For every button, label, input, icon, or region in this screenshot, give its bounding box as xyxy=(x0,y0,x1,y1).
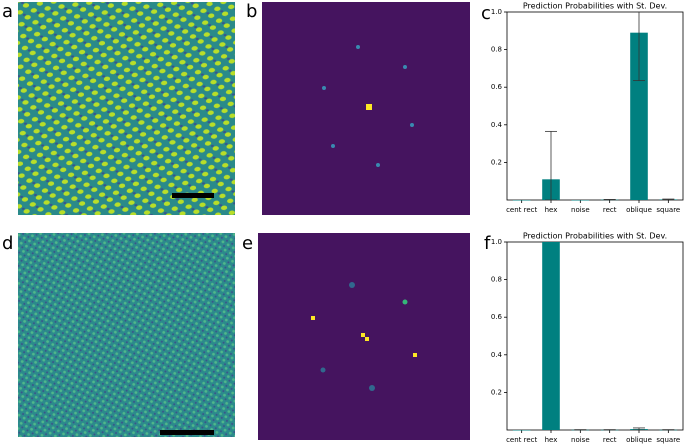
y-tick-label: 0.6 xyxy=(491,83,503,91)
panel-label: f xyxy=(484,233,491,254)
x-tick-label: cent rect xyxy=(506,206,537,214)
x-tick-label: noise xyxy=(571,206,590,214)
x-tick-label: noise xyxy=(571,436,590,444)
x-tick-label: square xyxy=(656,436,680,444)
error-bar xyxy=(633,11,645,82)
panel-label: a xyxy=(2,1,13,22)
y-tick-label: 0.4 xyxy=(491,121,503,129)
y-tick-label: 0.2 xyxy=(491,158,502,166)
chart-title: Prediction Probabilities with St. Dev. xyxy=(523,232,667,241)
panel-label: c xyxy=(481,3,491,24)
panel-label: b xyxy=(246,1,257,22)
y-tick-label: 0.6 xyxy=(491,313,503,321)
x-tick-label: hex xyxy=(545,436,558,444)
x-tick-label: rect xyxy=(603,206,617,214)
x-tick-label: cent rect xyxy=(506,436,537,444)
fft-spots xyxy=(311,282,417,391)
plot-area xyxy=(506,11,684,201)
image-a xyxy=(18,2,235,215)
y-tick-label: 0.8 xyxy=(491,46,502,54)
x-tick-label: hex xyxy=(545,206,558,214)
bar xyxy=(512,200,531,201)
image-d xyxy=(18,233,235,437)
scale-bar xyxy=(172,193,214,198)
y-tick-label: 0.2 xyxy=(491,388,502,396)
error-bar xyxy=(545,130,557,201)
x-tick-label: oblique xyxy=(626,436,652,444)
bar xyxy=(542,242,560,430)
x-tick-label: square xyxy=(656,206,680,214)
panel-label: d xyxy=(2,233,13,254)
error-bar xyxy=(662,198,675,201)
x-tick-label: oblique xyxy=(626,206,652,214)
x-tick-label: rect xyxy=(603,436,617,444)
y-tick-label: 0.4 xyxy=(491,351,503,359)
chart-title: Prediction Probabilities with St. Dev. xyxy=(523,2,667,11)
fft-spots xyxy=(322,45,414,167)
bar xyxy=(630,32,648,201)
y-tick-label: 0.8 xyxy=(491,276,502,284)
y-tick-label: 1.0 xyxy=(491,238,502,246)
plot-area xyxy=(506,241,684,431)
panel-label: e xyxy=(242,233,253,254)
bar xyxy=(571,200,590,201)
error-bar xyxy=(633,427,645,431)
bar xyxy=(512,430,531,431)
scale-bar xyxy=(160,430,214,435)
y-tick-label: 1.0 xyxy=(491,8,502,16)
